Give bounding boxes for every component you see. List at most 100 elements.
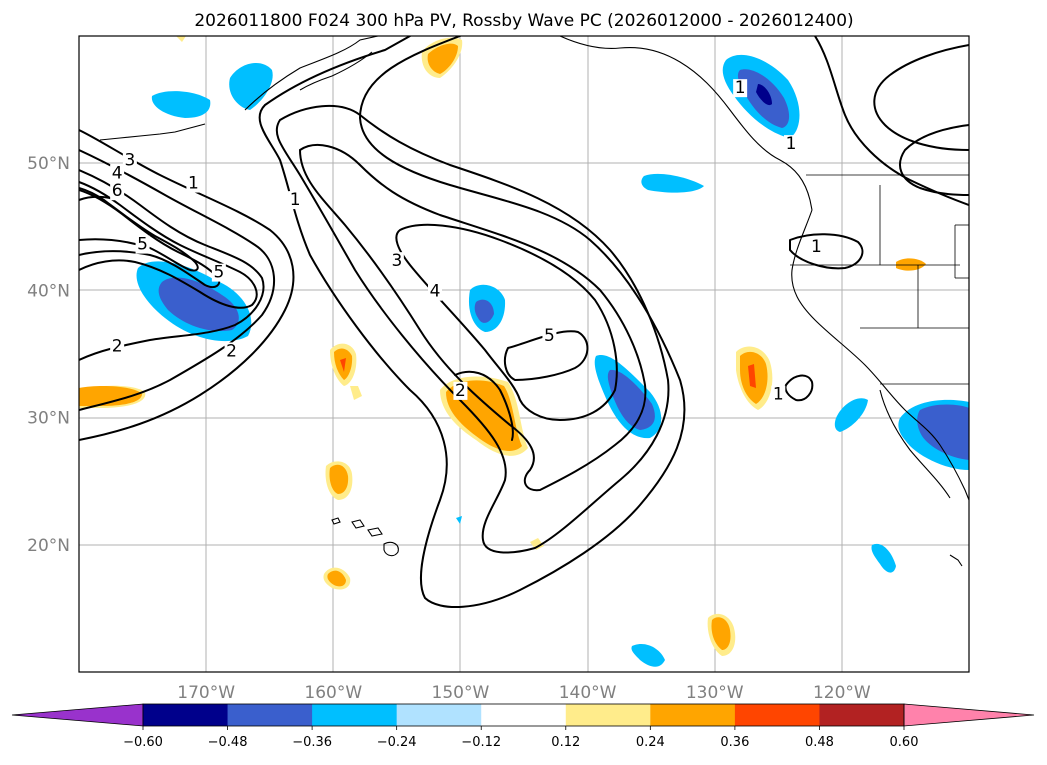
neg-patch-central-pacific-core	[474, 299, 494, 323]
colorbar-outline	[142, 703, 905, 727]
contour-label-halo	[122, 151, 137, 170]
colorbar-tick-label: 0.48	[805, 735, 834, 750]
contour-trough-2b	[454, 370, 514, 441]
lon-tick-label: 170°W	[177, 683, 235, 703]
pos-patch-south-1	[329, 464, 349, 494]
contour-trough-3	[299, 144, 647, 492]
contour-label: 5	[137, 235, 148, 255]
contour-label-halo	[771, 385, 786, 404]
contour-label-halo	[135, 235, 150, 254]
neg-patch-gulf-alaska-core	[756, 84, 772, 106]
coastlines	[99, 36, 969, 567]
island-hawaii	[383, 541, 399, 557]
colorbar-bin	[734, 704, 820, 726]
latitude-tick-labels: 50°N 40°N 30°N 20°N	[27, 154, 70, 556]
neg-patch-east-pacific-core	[607, 369, 655, 430]
contour-trough-2	[275, 104, 670, 554]
colorbar-extend-low	[11, 703, 144, 727]
contour-label-halo	[110, 182, 125, 201]
colorbar-tick-label: 0.24	[636, 735, 665, 750]
neg-patch-ne-pacific	[641, 173, 704, 193]
contour-west-5	[79, 187, 199, 272]
contour-west-2	[79, 169, 265, 361]
lon-tick-label: 120°W	[813, 683, 871, 703]
coast-alaska-peninsula	[299, 51, 373, 91]
lat-tick-label: 30°N	[27, 409, 70, 429]
pos-patch-small-south	[530, 538, 544, 550]
neg-patch-west-bering	[151, 91, 211, 118]
contour-label: 1	[735, 78, 746, 98]
contour-west-6	[79, 195, 111, 201]
contour-label: 2	[226, 341, 237, 361]
lon-tick-label: 160°W	[304, 683, 362, 703]
neg-patch-baja-west	[834, 398, 868, 432]
pos-patch-west-edge	[79, 386, 142, 406]
colorbar-tick-label: 0.12	[551, 735, 580, 750]
colorbar-bin	[819, 704, 905, 726]
island-kauai	[331, 517, 341, 525]
colorbar-tick-label: −0.48	[208, 735, 248, 750]
contour-label-halo	[110, 337, 125, 356]
colorbar-tick-label: 0.36	[720, 735, 749, 750]
pos-patch-great-basin	[896, 258, 926, 271]
neg-patch-south-1	[631, 643, 665, 667]
pos-patch-top-small	[176, 36, 186, 42]
neg-patch-baja-core	[917, 404, 969, 460]
contour-label-halo	[288, 191, 303, 210]
island-maui	[367, 527, 383, 537]
colorbar-bin	[565, 704, 651, 726]
colorbar-tick-label: −0.24	[377, 735, 417, 750]
lon-tick-label: 140°W	[559, 683, 617, 703]
coast-gulf-alaska	[559, 36, 813, 211]
contour-label: 2	[112, 336, 123, 356]
lat-tick-label: 40°N	[27, 281, 70, 301]
contour-label: 1	[188, 174, 199, 194]
pos-patch-aleutians	[427, 43, 458, 74]
pos-patch-south-3	[711, 617, 731, 650]
contour-trough-1	[258, 36, 686, 608]
negative-anomaly-patches	[136, 54, 969, 667]
figure-title: 2026011800 F024 300 hPa PV, Rossby Wave …	[194, 11, 853, 31]
neg-patch-bering	[229, 63, 273, 110]
contour-na-1e	[784, 374, 814, 402]
contour-label: 5	[213, 263, 224, 283]
contour-west-3	[79, 181, 258, 309]
coast-aleutian-west	[99, 123, 206, 141]
colorbar-bin	[227, 704, 313, 726]
contour-west-1a	[79, 129, 295, 441]
colorbar-bin	[650, 704, 736, 726]
colorbar-tick-label: −0.60	[123, 735, 163, 750]
neg-patch-small	[456, 516, 462, 524]
coast-mexico-south	[949, 554, 963, 567]
contour-label: 2	[455, 381, 466, 401]
contour-label-halo	[453, 381, 468, 400]
pos-patch-cal-core	[748, 364, 756, 388]
longitude-tick-labels: 170°W 160°W 150°W 140°W 130°W 120°W	[177, 683, 871, 703]
contour-label-halo	[542, 327, 557, 346]
neg-patch-south-mexico	[871, 543, 896, 573]
colorbar-tick-label: −0.12	[461, 735, 501, 750]
contour-label-halo	[186, 174, 201, 193]
contour-label-halo	[224, 342, 239, 361]
contour-label: 4	[112, 163, 123, 183]
coast-alaska-aleutians	[244, 36, 379, 111]
colorbar-bin	[481, 704, 567, 726]
map-frame	[78, 35, 970, 673]
neg-patch-aleutian-south-core	[158, 277, 239, 332]
contour-label: 5	[544, 326, 555, 346]
contour-label-halo	[211, 263, 226, 282]
contour-label-halo	[428, 282, 442, 301]
contour-na-1a	[814, 36, 969, 206]
contour-na-1b	[899, 124, 969, 196]
contour-label: 4	[430, 282, 441, 302]
lat-tick-label: 20°N	[27, 536, 70, 556]
island-oahu	[351, 519, 365, 529]
lon-tick-label: 130°W	[686, 683, 744, 703]
coast-us-west	[791, 209, 969, 501]
contour-na-1c	[873, 44, 969, 151]
lon-tick-label: 150°W	[432, 683, 490, 703]
contour-label-halo	[809, 238, 824, 257]
contour-label: 3	[391, 251, 402, 271]
